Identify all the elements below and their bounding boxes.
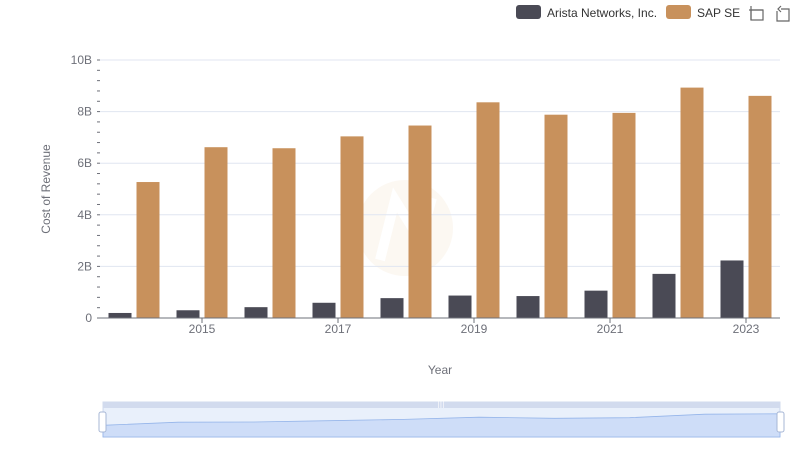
slider-handle-left[interactable] (98, 411, 107, 433)
zoom-reset-icon[interactable] (776, 5, 790, 22)
legend-item-arista[interactable]: Arista Networks, Inc. (516, 5, 657, 20)
y-tick-label: 2B (77, 259, 92, 273)
watermark-logo (357, 180, 453, 276)
x-tick-label: 2021 (597, 322, 624, 336)
bar-arista-networks-inc-2019[interactable] (448, 295, 472, 318)
bar-arista-networks-inc-2016[interactable] (244, 307, 268, 318)
zoom-icon[interactable] (749, 6, 764, 21)
slider-selection (103, 408, 780, 437)
slider-grip-icon: ||| (437, 401, 444, 409)
bar-arista-networks-inc-2015[interactable] (176, 310, 200, 318)
bar-arista-networks-inc-2018[interactable] (380, 298, 404, 318)
y-tick-label: 10B (71, 53, 92, 67)
y-tick-label: 0 (85, 311, 92, 325)
bar-arista-networks-inc-2022[interactable] (652, 273, 676, 318)
x-tick-label: 2015 (189, 322, 216, 336)
legend: Arista Networks, Inc. SAP SE (516, 5, 740, 20)
bar-arista-networks-inc-2023[interactable] (720, 260, 744, 318)
bar-sap-se-2023[interactable] (748, 95, 772, 318)
legend-label-sap: SAP SE (697, 6, 740, 20)
x-tick-label: 2023 (733, 322, 760, 336)
bar-arista-networks-inc-2020[interactable] (516, 296, 540, 318)
x-axis-title: Year (428, 363, 452, 377)
bars (108, 87, 772, 318)
bar-sap-se-2016[interactable] (272, 148, 296, 318)
x-axis-tick-labels: 2015 2017 2019 2021 2023 (189, 318, 760, 336)
x-tick-label: 2019 (461, 322, 488, 336)
bar-sap-se-2015[interactable] (204, 147, 228, 318)
slider-top-bar[interactable] (103, 402, 780, 408)
bar-sap-se-2021[interactable] (612, 112, 636, 318)
legend-label-arista: Arista Networks, Inc. (547, 6, 657, 20)
bar-sap-se-2018[interactable] (408, 125, 432, 318)
y-tick-label: 4B (77, 208, 92, 222)
bar-sap-se-2017[interactable] (340, 136, 364, 318)
y-tick-label: 8B (77, 105, 92, 119)
data-zoom-slider[interactable]: ||| (98, 401, 785, 438)
x-tick-label: 2017 (325, 322, 352, 336)
legend-swatch-sap (666, 5, 691, 19)
bar-sap-se-2014[interactable] (136, 182, 160, 318)
bar-arista-networks-inc-2021[interactable] (584, 290, 608, 318)
y-axis-title: Cost of Revenue (39, 144, 53, 234)
bar-sap-se-2022[interactable] (680, 87, 704, 318)
bar-sap-se-2019[interactable] (476, 102, 500, 318)
bar-arista-networks-inc-2014[interactable] (108, 312, 132, 318)
y-axis-tick-labels: 0 2B 4B 6B 8B 10B (71, 53, 93, 325)
y-tick-label: 6B (77, 156, 92, 170)
slider-handle-right[interactable] (776, 411, 785, 433)
legend-swatch-arista (516, 5, 541, 19)
y-axis-minor-ticks (97, 59, 100, 319)
legend-item-sap[interactable]: SAP SE (666, 5, 740, 20)
bar-arista-networks-inc-2017[interactable] (312, 302, 336, 318)
bar-sap-se-2020[interactable] (544, 114, 568, 318)
